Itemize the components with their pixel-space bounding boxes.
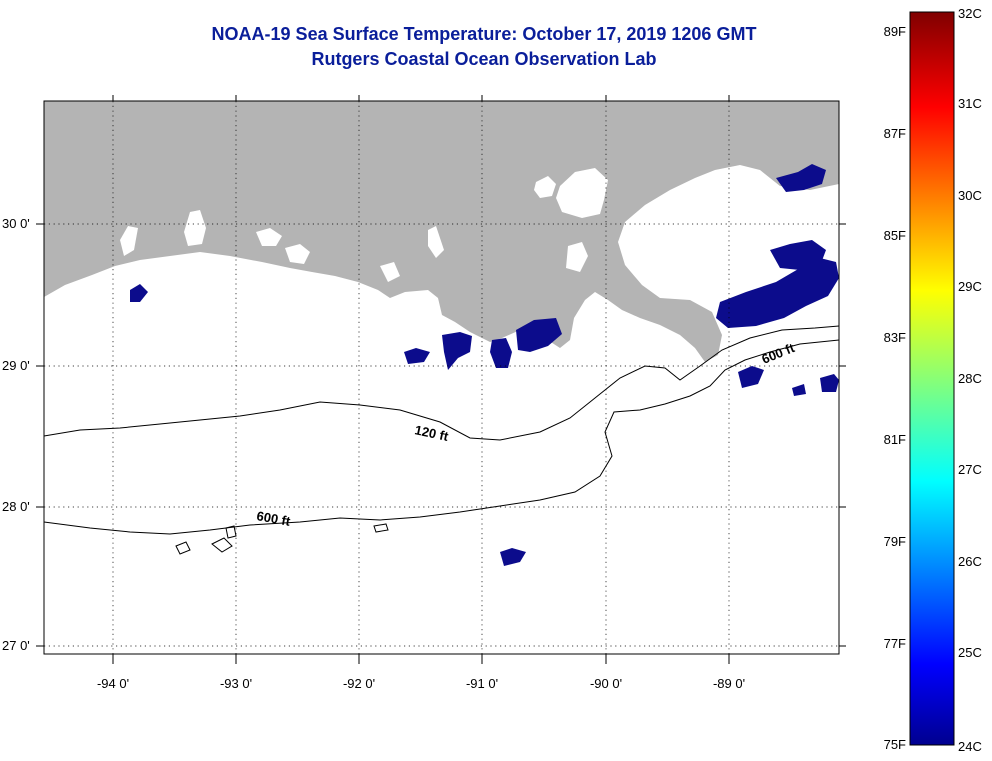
colorbar-c-label: 32C xyxy=(958,6,982,21)
colorbar-f-label: 85F xyxy=(884,228,906,243)
colorbar-f-label: 89F xyxy=(884,24,906,39)
contour-loop xyxy=(175,523,389,555)
colorbar-c-label: 26C xyxy=(958,554,982,569)
colorbar-c-label: 24C xyxy=(958,739,982,754)
contour-120ft xyxy=(44,325,839,441)
cloud-patch xyxy=(380,262,400,282)
contour-label: 600 ft xyxy=(255,508,292,529)
lat-tick-label: 30 0' xyxy=(2,216,30,231)
cloud-patch xyxy=(285,244,310,264)
colorbar-f-label: 77F xyxy=(884,636,906,651)
colorbar-c-label: 28C xyxy=(958,371,982,386)
colorbar-f-label: 75F xyxy=(884,737,906,752)
colorbar-f-label: 81F xyxy=(884,432,906,447)
lon-tick-label: -92 0' xyxy=(343,676,375,691)
colorbar-c-label: 29C xyxy=(958,279,982,294)
lat-tick-label: 28 0' xyxy=(2,499,30,514)
lon-tick-label: -93 0' xyxy=(220,676,252,691)
map-title: NOAA-19 Sea Surface Temperature: October… xyxy=(211,24,757,44)
lon-tick-label: -91 0' xyxy=(466,676,498,691)
colorbar-c-label: 30C xyxy=(958,188,982,203)
colorbar-f-label: 79F xyxy=(884,534,906,549)
lon-tick-label: -94 0' xyxy=(97,676,129,691)
cloud-patch xyxy=(534,176,556,198)
cloud-patch xyxy=(660,258,700,298)
axis-ticks xyxy=(36,95,846,664)
lat-tick-label: 29 0' xyxy=(2,358,30,373)
lon-labels: -94 0' -93 0' -92 0' -91 0' -90 0' -89 0… xyxy=(97,676,745,691)
lat-labels: 30 0' 29 0' 28 0' 27 0' xyxy=(2,216,30,653)
lon-tick-label: -90 0' xyxy=(590,676,622,691)
cloud-patch xyxy=(184,210,206,246)
colorbar-f-label: 83F xyxy=(884,330,906,345)
cloud-patch xyxy=(120,226,138,256)
graticule xyxy=(44,101,839,654)
land-mass xyxy=(44,101,839,362)
contour-600ft xyxy=(44,339,839,535)
lat-tick-label: 27 0' xyxy=(2,638,30,653)
colorbar-c-label: 25C xyxy=(958,645,982,660)
cloud-patch xyxy=(566,242,588,272)
cloud-patch xyxy=(256,228,282,246)
colorbar-f-label: 87F xyxy=(884,126,906,141)
cloud-patch xyxy=(428,226,444,258)
colorbar xyxy=(909,11,955,746)
sst-patches xyxy=(130,164,839,566)
map-frame xyxy=(43,100,840,655)
colorbar-c-label: 31C xyxy=(958,96,982,111)
colorbar-fahrenheit-labels: 89F 87F 85F 83F 81F 79F 77F 75F xyxy=(884,24,906,752)
lon-tick-label: -89 0' xyxy=(713,676,745,691)
cloud-patch xyxy=(556,168,608,218)
contour-label: 120 ft xyxy=(413,422,450,444)
colorbar-c-label: 27C xyxy=(958,462,982,477)
colorbar-celsius-labels: 32C 31C 30C 29C 28C 27C 26C 25C 24C xyxy=(958,6,982,754)
map-subtitle: Rutgers Coastal Ocean Observation Lab xyxy=(311,49,657,69)
